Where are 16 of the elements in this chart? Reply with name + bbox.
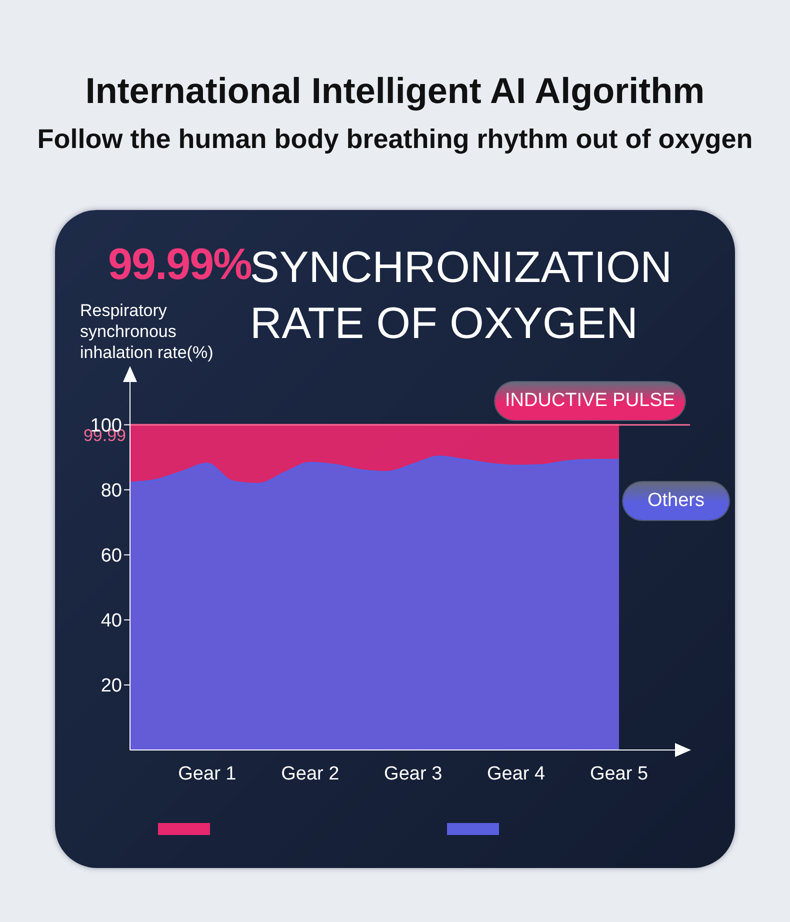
y-tick-label: 60: [100, 546, 122, 567]
y-tick-label: 40: [100, 610, 122, 632]
x-tick-label: Gear 3: [384, 763, 442, 784]
series-label: INDUCTIVE PULSE: [495, 382, 685, 420]
text: 99.99%: [108, 240, 252, 290]
x-tick-label: Gear 1: [178, 763, 236, 784]
x-tick-label: Gear 2: [281, 763, 340, 784]
y-tick-label: 80: [100, 480, 122, 502]
chart-subtitle: Follow the human body breathing rhythm out of oxygen: [36, 124, 754, 155]
series-label: Others: [623, 482, 729, 520]
chart-title: International Intelligent AI Algorithm: [84, 70, 706, 112]
y-tick-label: 20: [100, 676, 122, 697]
y-axis-title: Respiratory synchronous inhalation rate(%): [80, 300, 214, 363]
x-tick-label: Gear 4: [487, 763, 546, 784]
x-tick-label: Gear 5: [590, 763, 648, 784]
text: SYNCHRONIZATION RATE OF OXYGEN: [250, 242, 674, 350]
